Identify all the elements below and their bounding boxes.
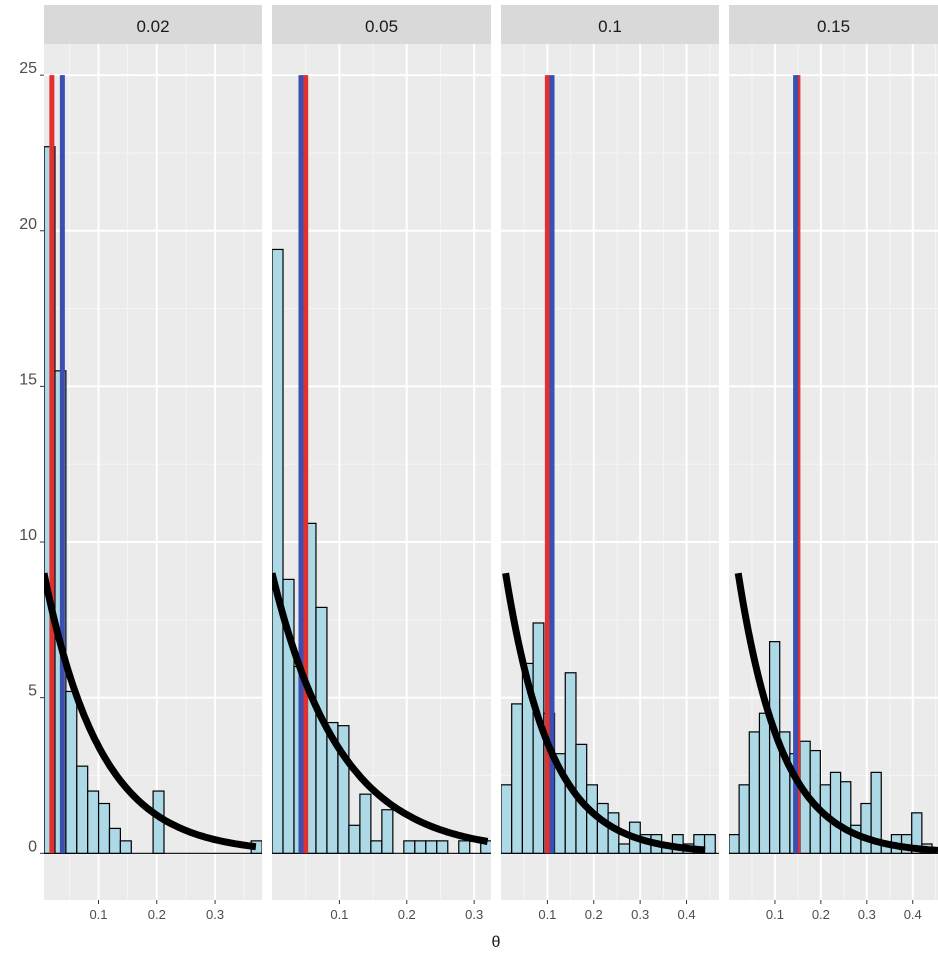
density-curve [272, 572, 489, 845]
facet-strip [501, 5, 719, 44]
y-tick-label: 5 [28, 683, 37, 700]
x-tick-label: 0.3 [631, 907, 649, 922]
histogram-bar [840, 781, 852, 854]
histogram-bar [748, 731, 761, 854]
x-tick-label: 0.1 [89, 907, 107, 922]
facet-strip-label: 0.15 [817, 17, 850, 36]
histogram-bar [829, 771, 842, 854]
y-tick-label: 20 [19, 216, 37, 233]
histogram-bar [272, 248, 284, 854]
facet-panel-1: 0.02 0.1 0.2 0.3 [44, 5, 262, 922]
histogram-bar [458, 840, 471, 854]
panel-background [44, 44, 262, 900]
x-tick-label: 0.3 [465, 907, 483, 922]
facet-strip-label: 0.1 [598, 17, 622, 36]
histogram-bar [108, 827, 121, 854]
histogram-bar [87, 790, 100, 854]
histogram-bar [381, 809, 394, 854]
facet-panel-4: 0.15 0.1 0.2 0.3 0.4 [729, 5, 938, 922]
histogram-bar [76, 765, 89, 854]
histogram-bar [436, 840, 449, 854]
facet-strip [44, 5, 262, 44]
histogram-bar [370, 840, 383, 854]
x-tick-label: 0.2 [148, 907, 166, 922]
histogram-bar [758, 712, 771, 854]
facets: 0.020.1 0.2 0.30.050.1 0.2 0.30.10.1 0.2 0.3 0.… [44, 5, 938, 922]
histogram-bar [596, 802, 609, 854]
y-tick-label: 15 [19, 371, 37, 388]
histogram-bar [564, 672, 577, 854]
histogram-bar [425, 840, 438, 854]
histogram-bar [911, 812, 923, 854]
histogram-bar [501, 784, 513, 854]
histogram-bar [65, 690, 78, 854]
y-tick-label: 10 [19, 527, 37, 544]
density-curve [734, 572, 938, 854]
x-tick-label: 0.3 [206, 907, 224, 922]
histogram-bar [860, 802, 872, 854]
density-curve [44, 572, 257, 851]
x-tick-label: 0.4 [677, 907, 695, 922]
x-tick-label: 0.2 [398, 907, 416, 922]
histogram-bar [618, 843, 631, 854]
histogram-bar [703, 834, 716, 854]
y-tick-label: 25 [19, 60, 37, 77]
x-tick-label: 0.1 [766, 907, 784, 922]
facet-strip [729, 5, 938, 44]
histogram-bar [870, 771, 882, 854]
histogram-bar [348, 824, 361, 854]
x-tick-label: 0.2 [585, 907, 603, 922]
x-tick-label: 0.4 [904, 907, 922, 922]
histogram-bar [359, 793, 372, 854]
density-curve [502, 572, 706, 854]
histogram-bar [414, 840, 427, 854]
x-tick-label: 0.3 [858, 907, 876, 922]
histogram-bar [729, 834, 740, 854]
facet-panel-3: 0.1 0.1 0.2 0.3 0.4 [501, 5, 719, 922]
histogram-bar [738, 784, 750, 854]
histogram-bar [97, 802, 111, 854]
facet-strip [272, 5, 491, 44]
x-tick-label: 0.1 [330, 907, 348, 922]
x-tick-label: 0.2 [812, 907, 830, 922]
facet-panel-2: 0.05 0.1 0.2 0.3 [272, 5, 491, 922]
facet-strip-label: 0.05 [365, 17, 398, 36]
histogram-bar [511, 703, 524, 854]
x-tick-label: 0.1 [538, 907, 556, 922]
y-tick-label: 0 [28, 838, 37, 855]
histogram-bar [119, 840, 132, 854]
x-axis-title: θ [492, 934, 501, 951]
histogram-bar [403, 840, 416, 854]
y-axis: 0 5 10 15 20 25 [19, 60, 44, 855]
histogram-bar [337, 725, 350, 854]
facet-strip-label: 0.02 [136, 17, 169, 36]
